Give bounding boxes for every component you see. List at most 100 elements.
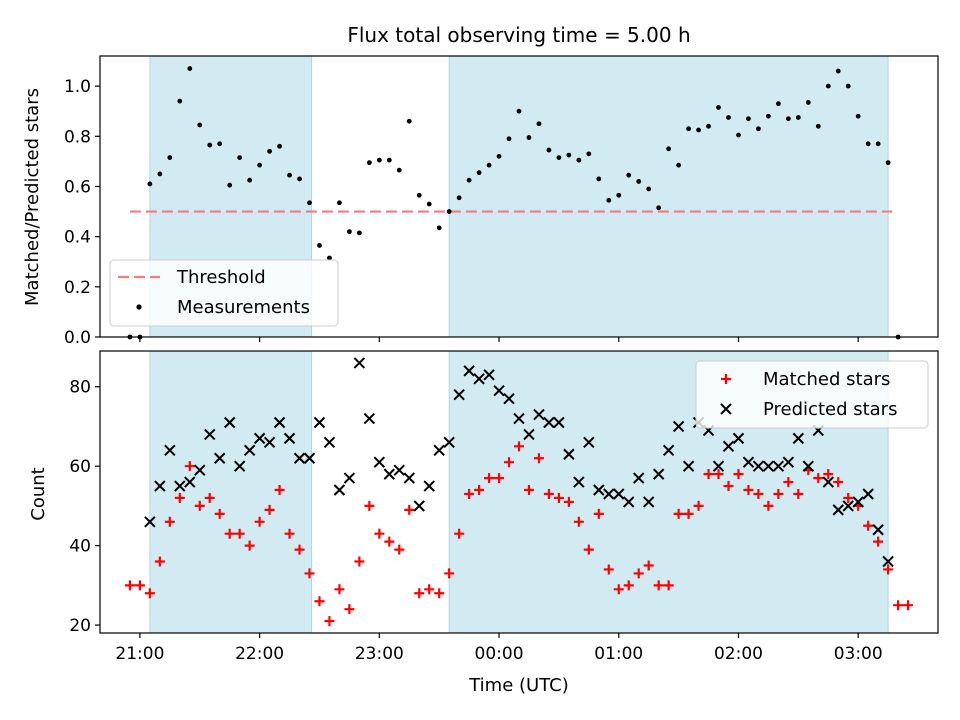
predicted-stars-point <box>174 480 186 492</box>
predicted-stars-point <box>722 440 735 453</box>
matched-stars-point <box>224 528 235 539</box>
matched-stars-point <box>653 580 664 591</box>
predicted-stars-point <box>762 460 775 472</box>
measurement-point <box>257 162 263 168</box>
matched-stars-point <box>454 528 465 539</box>
measurement-point <box>546 147 552 153</box>
matched-stars-point <box>314 596 325 607</box>
predicted-stars-point <box>503 392 515 405</box>
top-panel: 0.0 0.2 0.4 0.6 0.8 1.0 Threshold Measurements <box>64 55 939 348</box>
matched-stars-point <box>623 580 634 591</box>
chart-title: Flux total observing time = 5.00 h <box>347 23 690 47</box>
predicted-stars-point <box>323 436 336 449</box>
matched-stars-point <box>184 461 195 472</box>
predicted-stars-point <box>533 408 545 421</box>
legend-measurements-swatch <box>136 304 142 310</box>
measurement-point <box>396 167 402 173</box>
predicted-stars-point <box>682 460 695 472</box>
measurement-point <box>775 101 781 107</box>
measurement-point <box>686 126 691 132</box>
matched-stars-point <box>863 520 874 531</box>
matched-stars-point <box>873 536 884 547</box>
predicted-stars-point <box>463 365 475 377</box>
measurement-point <box>496 153 502 159</box>
series-matched-stars <box>124 441 914 627</box>
predicted-stars-point <box>523 428 535 441</box>
predicted-stars-point <box>473 373 485 385</box>
matched-stars-point <box>294 544 305 555</box>
panel-frame <box>99 55 939 338</box>
measurement-point <box>426 201 432 207</box>
measurement-point <box>825 83 831 89</box>
predicted-stars-point <box>872 524 884 536</box>
predicted-stars-point <box>493 385 505 397</box>
matched-stars-point <box>673 508 684 519</box>
matched-stars-point <box>693 500 704 511</box>
predicted-stars-point <box>642 496 655 508</box>
predicted-stars-point <box>223 416 236 429</box>
matched-stars-point <box>334 584 345 595</box>
matched-stars-point <box>394 544 405 555</box>
legend-matched-label: Matched stars <box>763 369 890 390</box>
measurement-point <box>237 155 243 161</box>
legend-measurements-label: Measurements <box>177 297 310 318</box>
matched-stars-point <box>284 528 295 539</box>
y-tick-label: 0.0 <box>64 328 91 348</box>
legend-predicted-label: Predicted stars <box>763 399 897 420</box>
top-y-axis-label: Matched/Predicted stars <box>22 88 43 306</box>
predicted-stars-point <box>373 456 386 468</box>
matched-stars-point <box>663 580 674 591</box>
matched-stars-point <box>763 500 774 511</box>
predicted-stars-point <box>553 416 565 429</box>
measurement-point <box>586 151 592 157</box>
measurement-point <box>666 146 672 152</box>
predicted-stars-point <box>623 496 635 508</box>
matched-stars-point <box>194 500 205 511</box>
measurement-point <box>526 135 532 140</box>
matched-stars-point <box>174 492 185 503</box>
matched-stars-point <box>504 457 515 468</box>
predicted-stars-point <box>782 456 795 468</box>
x-tick-label: 21:00 <box>115 644 164 664</box>
y-tick-label: 0.4 <box>64 228 91 248</box>
predicted-stars-point <box>263 436 276 449</box>
measurement-point <box>516 108 522 114</box>
predicted-stars-point <box>603 488 615 500</box>
measurement-point <box>676 162 682 168</box>
predicted-stars-point <box>732 432 745 445</box>
predicted-stars-point <box>613 488 625 500</box>
matched-stars-point <box>254 516 265 527</box>
measurement-point <box>436 225 442 231</box>
predicted-stars-point <box>822 476 834 488</box>
matched-stars-point <box>344 604 355 615</box>
matched-stars-point <box>514 441 524 452</box>
y-tick-label: 20 <box>69 616 91 636</box>
measurement-point <box>606 197 612 203</box>
matched-stars-point <box>713 469 724 480</box>
top-legend: Threshold Measurements <box>109 259 339 327</box>
measurement-point <box>287 172 292 178</box>
series-predicted-stars <box>144 357 894 568</box>
measurement-point <box>756 126 761 132</box>
predicted-stars-point <box>752 460 765 472</box>
predicted-stars-point <box>543 416 555 429</box>
measurement-point <box>696 127 701 133</box>
x-tick-label: 00:00 <box>475 644 524 664</box>
predicted-stars-point <box>842 500 854 512</box>
measurement-point <box>835 68 841 74</box>
measurement-point <box>845 83 851 89</box>
matched-stars-point <box>304 568 315 579</box>
y-tick-label: 0.2 <box>64 278 91 298</box>
measurement-point <box>785 116 791 122</box>
measurement-point <box>646 186 652 192</box>
measurement-point <box>277 143 282 149</box>
predicted-stars-point <box>403 472 415 484</box>
measurement-point <box>317 243 322 248</box>
predicted-stars-point <box>253 432 266 445</box>
matched-stars-point <box>464 488 475 499</box>
measurement-point <box>227 182 233 188</box>
matched-stars-point <box>893 600 904 611</box>
predicted-stars-point <box>712 460 725 472</box>
measurement-point <box>197 122 203 128</box>
y-tick-label: 0.8 <box>64 127 91 147</box>
